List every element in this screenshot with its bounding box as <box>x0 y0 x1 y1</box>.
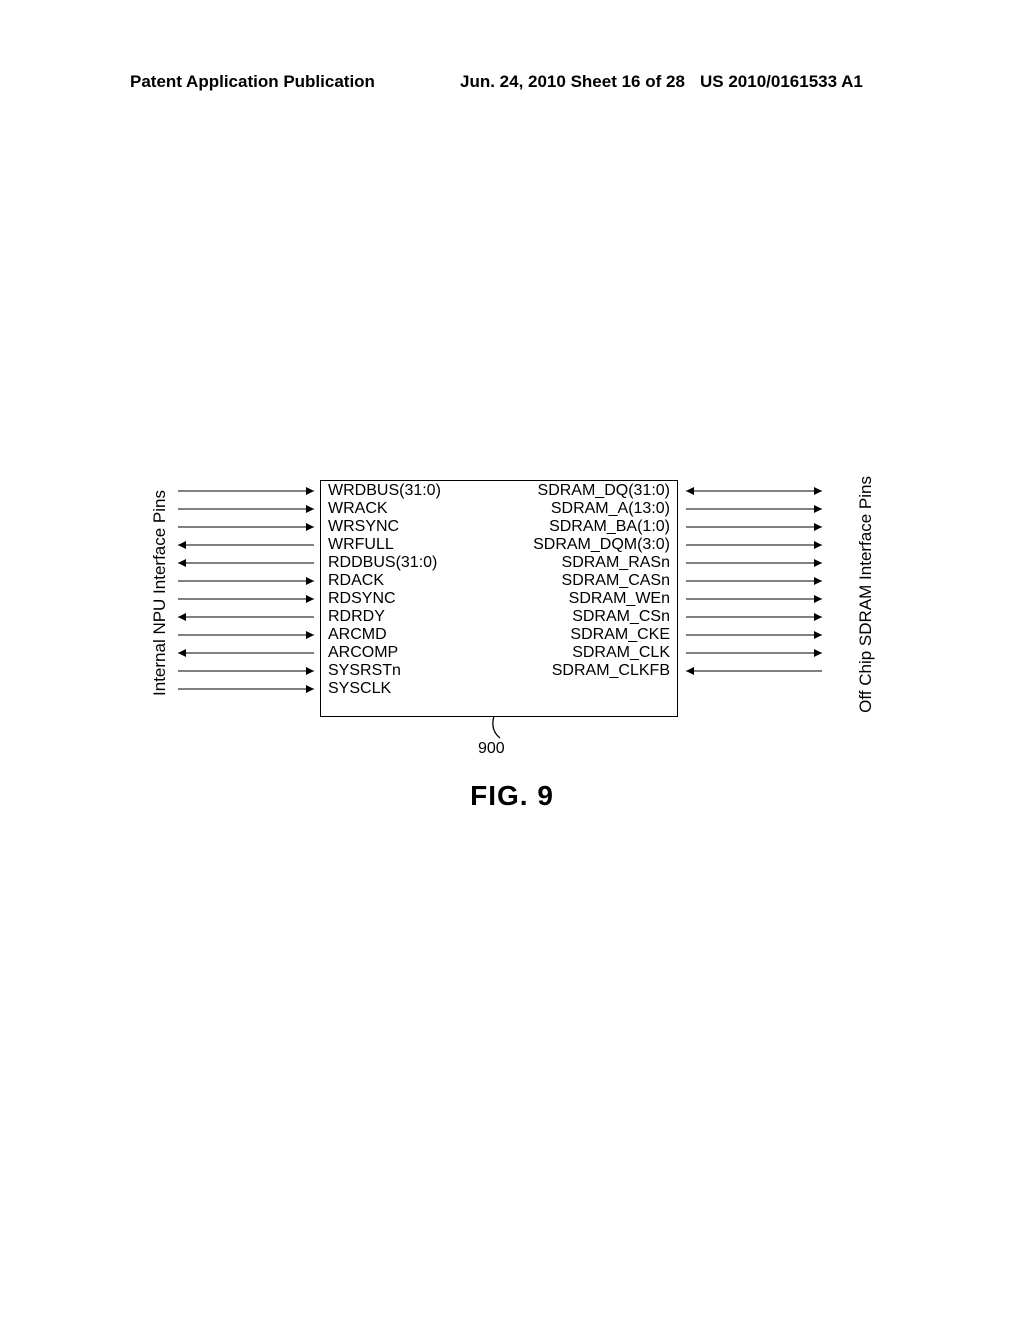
figure-title: FIG. 9 <box>0 780 1024 812</box>
header-date-sheet: Jun. 24, 2010 Sheet 16 of 28 <box>460 72 685 92</box>
right-signal-label: SDRAM_BA(1:0) <box>150 518 670 536</box>
right-signal-label: SDRAM_DQM(3:0) <box>150 536 670 554</box>
right-signal-arrow <box>684 482 824 500</box>
right-signal-arrow <box>684 536 824 554</box>
right-signal-arrow <box>684 572 824 590</box>
header-pub-number: US 2010/0161533 A1 <box>700 72 863 92</box>
right-signal-arrow <box>684 608 824 626</box>
right-signal-label: SDRAM_RASn <box>150 554 670 572</box>
right-signal-arrow <box>684 554 824 572</box>
right-signal-label: SDRAM_CSn <box>150 608 670 626</box>
right-signal-label: SDRAM_CASn <box>150 572 670 590</box>
right-signal-arrow <box>684 644 824 662</box>
left-signal-arrow <box>176 680 316 698</box>
right-signal-label: SDRAM_WEn <box>150 590 670 608</box>
right-signal-label: SDRAM_CLKFB <box>150 662 670 680</box>
right-signal-label: SDRAM_A(13:0) <box>150 500 670 518</box>
right-group-label: Off Chip SDRAM Interface Pins <box>856 476 876 713</box>
left-signal-label: SYSCLK <box>328 680 391 698</box>
figure-diagram: Internal NPU Interface Pins Off Chip SDR… <box>150 480 874 780</box>
right-signal-arrow <box>684 662 824 680</box>
ref-leader-curve <box>484 716 514 740</box>
header-publication: Patent Application Publication <box>130 72 375 92</box>
right-signal-arrow <box>684 500 824 518</box>
right-signal-label: SDRAM_CLK <box>150 644 670 662</box>
right-signal-arrow <box>684 626 824 644</box>
right-signal-arrow <box>684 590 824 608</box>
ref-number: 900 <box>478 740 505 758</box>
right-signal-arrow <box>684 518 824 536</box>
right-signal-label: SDRAM_DQ(31:0) <box>150 482 670 500</box>
right-signal-label: SDRAM_CKE <box>150 626 670 644</box>
